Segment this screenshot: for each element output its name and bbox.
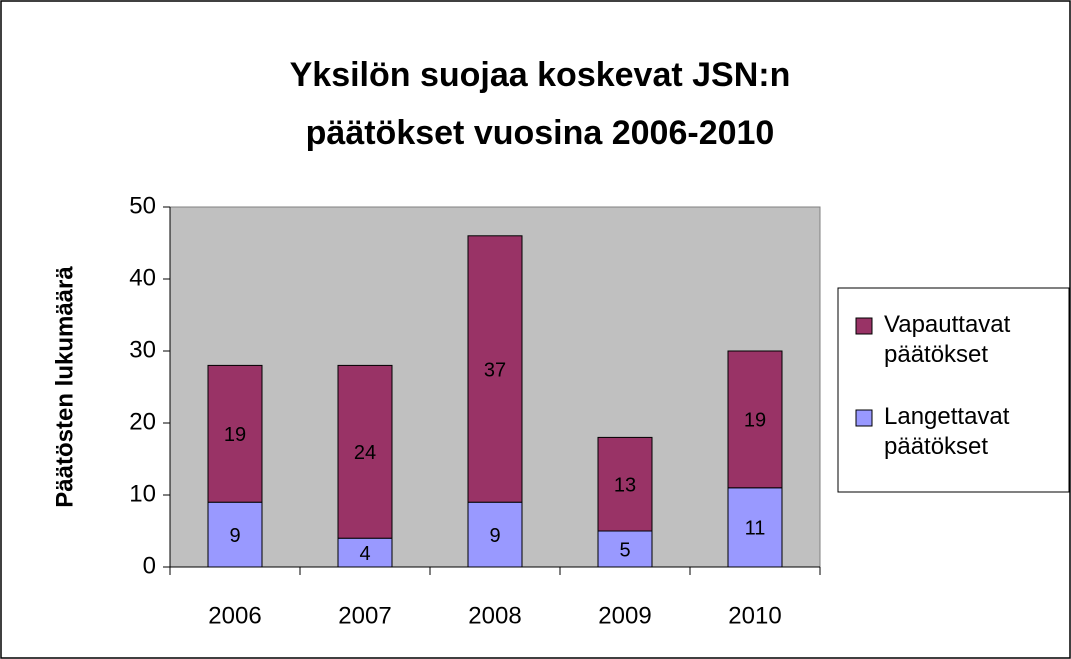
y-tick-label: 40 (129, 264, 156, 291)
bar-segment (207, 364, 263, 503)
legend-label: Langettavat päätökset (884, 403, 1010, 460)
data-label: 19 (744, 410, 766, 432)
legend-label-line: päätökset (884, 433, 988, 460)
data-label: 9 (489, 525, 500, 547)
x-tick-label: 2008 (468, 602, 521, 629)
y-tick-label: 50 (129, 192, 156, 219)
legend-box (837, 287, 1070, 493)
y-tick-label: 30 (129, 336, 156, 363)
data-label: 11 (745, 518, 766, 540)
legend-swatch (855, 317, 873, 335)
bar-segment (727, 487, 783, 568)
chart-title: päätökset vuosina 2006-2010 (306, 114, 775, 152)
data-label: 13 (614, 474, 636, 496)
x-tick-label: 2006 (208, 602, 261, 629)
legend-label-line: Langettavat (884, 403, 1010, 430)
bar-segment (467, 501, 523, 568)
legend-label-line: päätökset (884, 341, 988, 368)
bar-segment (337, 364, 393, 539)
x-tick-label: 2010 (728, 602, 781, 629)
x-tick-label: 2007 (338, 602, 391, 629)
data-label: 37 (484, 359, 506, 381)
x-tick-label: 2009 (598, 602, 651, 629)
data-label: 4 (359, 543, 370, 565)
bar-segment (597, 530, 653, 568)
y-tick-label: 0 (143, 552, 156, 579)
y-tick-label: 10 (129, 480, 156, 507)
bar-segment (207, 501, 263, 568)
legend-swatch (855, 409, 873, 427)
y-axis-label: Päätösten lukumäärä (51, 266, 78, 508)
chart-title: Yksilön suojaa koskevat JSN:n (290, 56, 791, 94)
data-label: 5 (619, 539, 630, 561)
bar-segment (337, 537, 393, 568)
data-label: 9 (229, 525, 240, 547)
legend-label: Vapauttavat päätökset (884, 311, 1011, 368)
bar-segment (727, 350, 783, 489)
bar-segment (467, 235, 523, 503)
data-label: 19 (224, 424, 246, 446)
bar-segment (597, 436, 653, 532)
y-tick-label: 20 (129, 408, 156, 435)
data-label: 24 (354, 442, 376, 464)
legend-label-line: Vapauttavat (884, 311, 1011, 338)
